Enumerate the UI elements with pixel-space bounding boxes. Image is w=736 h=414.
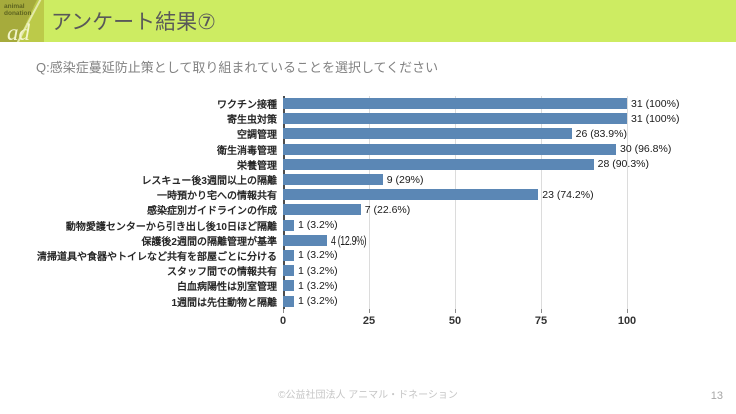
chart-row: 白血病陽性は別室管理 1 (3.2%) <box>0 278 736 294</box>
plot-cell: 31 (100%) <box>283 97 713 110</box>
bar <box>283 249 294 261</box>
bar <box>283 143 616 155</box>
category-label: ワクチン接種 <box>217 100 277 112</box>
bar <box>283 189 539 201</box>
header-band: animal donation ad アンケート結果⑦ <box>0 0 736 42</box>
chart-row: 空調管理 26 (83.9%) <box>0 126 736 142</box>
footer-copyright: ©公益社団法人 アニマル・ドネーション <box>278 390 458 401</box>
plot-cell: 26 (83.9%) <box>283 127 713 140</box>
category-label: 空調管理 <box>237 130 277 142</box>
value-label: 7 (22.6%) <box>364 203 411 216</box>
bar <box>283 158 594 170</box>
category-label: 動物愛護センターから引き出し後10日ほど隔離 <box>65 221 277 233</box>
plot-cell: 23 (74.2%) <box>283 188 713 201</box>
bar <box>283 280 294 292</box>
chart-row: スタッフ間での情報共有 1 (3.2%) <box>0 263 736 279</box>
page-number: 13 <box>710 390 723 402</box>
tick-mark-50 <box>455 308 456 313</box>
plot-cell: 1 (3.2%) <box>283 295 713 308</box>
logo-ad-monogram: ad <box>7 20 30 42</box>
plot-cell: 31 (100%) <box>283 112 713 125</box>
value-label: 1 (3.2%) <box>298 249 338 262</box>
bar <box>283 174 383 186</box>
bar <box>283 219 294 231</box>
x-tick-label-0: 0 <box>279 314 287 327</box>
category-label: 1週間は先住動物と隔離 <box>171 297 277 309</box>
plot-cell: 7 (22.6%) <box>283 203 713 216</box>
plot-cell: 4 (12.9%) <box>283 232 713 248</box>
category-label: 衛生消毒管理 <box>217 145 277 157</box>
value-label: 1 (3.2%) <box>298 295 338 308</box>
value-label: 1 (3.2%) <box>298 219 338 232</box>
x-tick-label-75: 75 <box>534 314 548 327</box>
logo-word-animal: animal <box>4 3 25 10</box>
category-label: 寄生虫対策 <box>227 115 277 127</box>
value-label: 31 (100%) <box>631 97 680 110</box>
chart-row: 栄養管理 28 (90.3%) <box>0 157 736 172</box>
chart-row: レスキュー後3週間以上の隔離 9 (29%) <box>0 172 736 188</box>
value-label: 30 (96.8%) <box>619 143 672 156</box>
chart-rows: ワクチン接種 31 (100%) 寄生虫対策 31 (100%) 空調管理 26 (83.… <box>0 96 736 309</box>
logo-word-donation: donation <box>4 10 32 17</box>
chart-row: 寄生虫対策 31 (100%) <box>0 111 736 127</box>
bar <box>283 234 328 246</box>
bar <box>283 113 627 125</box>
x-tick-label-50: 50 <box>448 314 462 327</box>
plot-cell: 30 (96.8%) <box>283 143 713 156</box>
plot-cell: 28 (90.3%) <box>283 158 713 171</box>
plot-cell: 1 (3.2%) <box>283 279 713 292</box>
plot-cell: 1 (3.2%) <box>283 219 713 232</box>
category-label: レスキュー後3週間以上の隔離 <box>141 176 277 188</box>
chart-row: 1週間は先住動物と隔離 1 (3.2%) <box>0 293 736 309</box>
chart-row: 一時預かり宅への情報共有 23 (74.2%) <box>0 187 736 203</box>
animal-donation-logo: animal donation ad <box>0 0 44 42</box>
x-tick-label-100: 100 <box>617 314 637 327</box>
bar <box>283 204 361 216</box>
bar-chart: ワクチン接種 31 (100%) 寄生虫対策 31 (100%) 空調管理 26 (83.… <box>0 96 736 329</box>
chart-row: 清掃道具や食器やトイレなど共有を部屋ごとに分ける 1 (3.2%) <box>0 248 736 263</box>
tick-mark-75 <box>541 308 542 313</box>
value-label: 26 (83.9%) <box>575 127 627 140</box>
category-label: スタッフ間での情報共有 <box>167 267 277 279</box>
bar <box>283 128 572 140</box>
category-label: 保護後2週間の隔離管理が基準 <box>141 236 277 248</box>
bar <box>283 265 294 277</box>
bar <box>283 98 627 110</box>
chart-row: 動物愛護センターから引き出し後10日ほど隔離 1 (3.2%) <box>0 218 736 233</box>
page-title: アンケート結果⑦ <box>51 11 216 34</box>
x-tick-label-25: 25 <box>362 314 376 327</box>
chart-row: ワクチン接種 31 (100%) <box>0 96 736 112</box>
bar <box>283 295 294 307</box>
chart-row: 保護後2週間の隔離管理が基準 4 (12.9%) <box>0 233 736 248</box>
value-label: 4 (12.9%) <box>331 232 367 248</box>
plot-cell: 9 (29%) <box>283 173 713 186</box>
value-label: 31 (100%) <box>631 112 680 125</box>
value-label: 9 (29%) <box>386 173 424 186</box>
value-label: 1 (3.2%) <box>298 264 338 277</box>
plot-cell: 1 (3.2%) <box>283 249 713 262</box>
category-label: 栄養管理 <box>237 160 277 172</box>
category-label: 清掃道具や食器やトイレなど共有を部屋ごとに分ける <box>37 251 277 263</box>
value-label: 28 (90.3%) <box>597 158 649 171</box>
chart-x-axis: 0 25 50 75 100 <box>279 308 636 329</box>
category-label: 一時預かり宅への情報共有 <box>157 191 277 203</box>
value-label: 1 (3.2%) <box>298 279 338 292</box>
tick-mark-0 <box>283 308 284 313</box>
category-label: 白血病陽性は別室管理 <box>177 282 277 294</box>
plot-cell: 1 (3.2%) <box>283 264 713 277</box>
chart-row: 衛生消毒管理 30 (96.8%) <box>0 142 736 157</box>
value-label: 23 (74.2%) <box>542 188 594 201</box>
logo-wordmark: animal donation <box>4 3 31 17</box>
tick-mark-100 <box>627 308 628 313</box>
survey-question: Q:感染症蔓延防止策として取り組まれていることを選択してください <box>36 60 439 75</box>
category-label: 感染症別ガイドラインの作成 <box>147 206 277 218</box>
chart-row: 感染症別ガイドラインの作成 7 (22.6%) <box>0 202 736 218</box>
tick-mark-25 <box>369 308 370 313</box>
